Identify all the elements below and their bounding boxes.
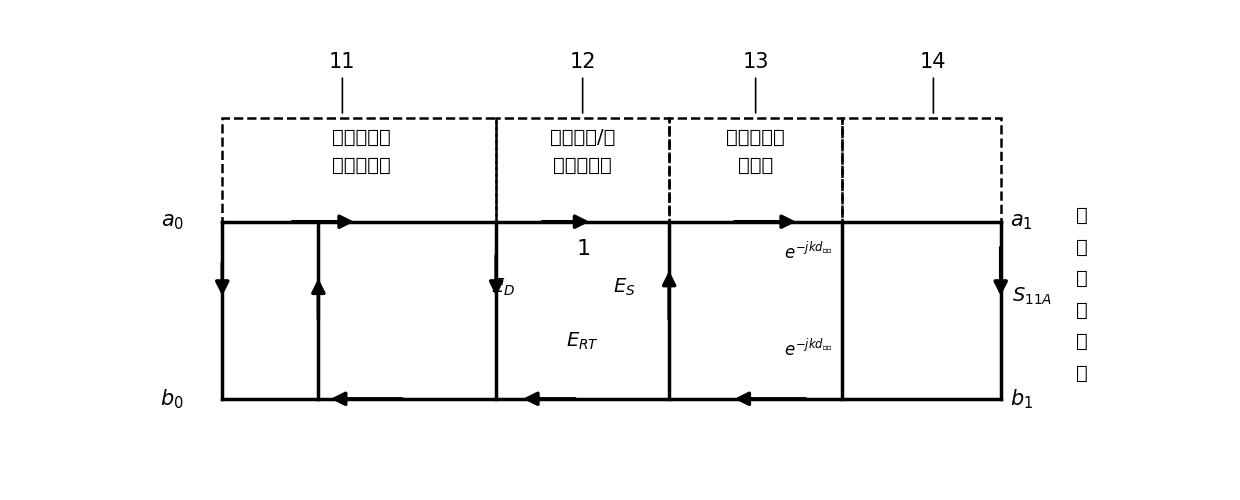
Text: 参: 参 [1076, 332, 1089, 351]
Text: $e^{-jkd_{变温}}$: $e^{-jkd_{变温}}$ [784, 338, 833, 359]
Text: 天线传输/反: 天线传输/反 [551, 128, 615, 146]
Text: $b_0$: $b_0$ [160, 387, 184, 410]
Text: 实: 实 [1076, 206, 1089, 225]
Text: $a_0$: $a_0$ [161, 212, 184, 232]
Text: 析仪误差源: 析仪误差源 [332, 156, 391, 176]
Text: $S_{11A}$: $S_{11A}$ [1012, 286, 1053, 308]
Text: 数: 数 [1076, 364, 1089, 383]
Text: $E_{RT}$: $E_{RT}$ [567, 330, 599, 351]
Text: 12: 12 [569, 52, 596, 72]
Text: 矢量网络分: 矢量网络分 [332, 128, 391, 146]
Text: $1$: $1$ [575, 238, 590, 258]
Text: 13: 13 [743, 52, 769, 72]
Text: 误差源: 误差源 [738, 156, 774, 176]
Text: 射: 射 [1076, 300, 1089, 320]
Text: 反: 反 [1076, 269, 1089, 288]
Text: 射段误差源: 射段误差源 [553, 156, 613, 176]
Text: 际: 际 [1076, 238, 1089, 256]
Text: 14: 14 [920, 52, 946, 72]
Text: 空气传输段: 空气传输段 [727, 128, 785, 146]
Text: $E_D$: $E_D$ [491, 276, 516, 298]
Text: 11: 11 [329, 52, 356, 72]
Text: $E_S$: $E_S$ [613, 276, 635, 298]
Text: $a_1$: $a_1$ [1011, 212, 1033, 232]
Text: $e^{-jkd_{变温}}$: $e^{-jkd_{变温}}$ [784, 242, 833, 263]
Text: $b_1$: $b_1$ [1011, 387, 1033, 410]
